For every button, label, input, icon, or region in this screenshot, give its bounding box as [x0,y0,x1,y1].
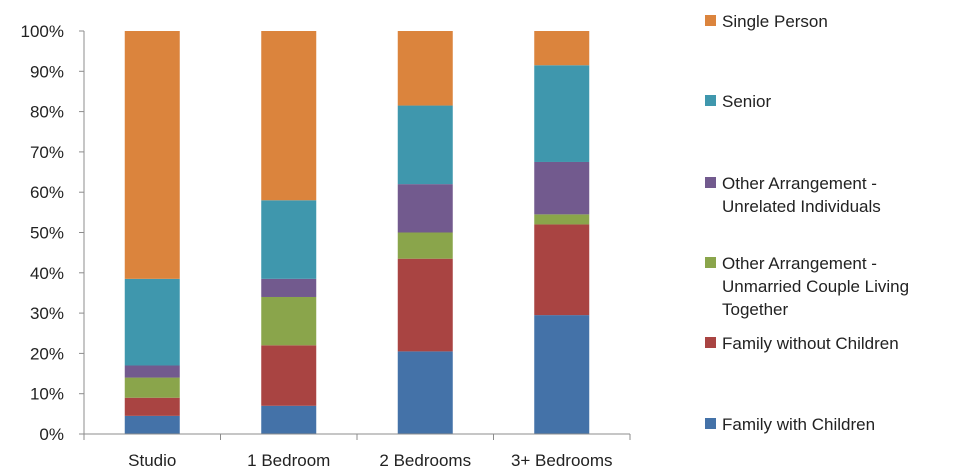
bar-segment-family-without-children [534,224,590,316]
bar-segment-single-person [397,31,453,106]
legend-swatch [705,15,716,26]
bar-segment-other-arrangement-unrelated-individuals [261,278,317,297]
bar-segment-family-without-children [397,258,453,352]
y-tick-label: 40% [30,264,64,283]
stacked-bar-chart: 0% 10% 20% 30% 40% 50% 60% 70% 80% 90% 100% Studio… [21,22,631,470]
legend-label-line: Unrelated Individuals [722,197,881,216]
bar-segment-senior [397,105,453,185]
legend-swatch [705,257,716,268]
x-axis-category-labels: Studio 1 Bedroom 2 Bedrooms 3+ Bedrooms [128,451,612,470]
bar-segment-family-with-children [124,415,180,434]
chart-legend: Single Person Senior Other Arrangement - Un… [705,0,964,475]
axes [79,30,631,440]
y-tick-label: 0% [39,425,64,444]
bar-segment-other-arrangement-unrelated-individuals [534,161,590,215]
legend-label-line: Single Person [722,12,828,31]
legend-label: Other Arrangement - Unrelated Individuals [722,172,881,218]
legend-label: Family with Children [722,413,875,436]
legend-swatch [705,337,716,348]
legend-label: Single Person [722,10,828,33]
legend-item: Family without Children [705,332,899,355]
legend-item: Other Arrangement - Unmarried Couple Livi… [705,252,909,321]
bar-segment-senior [124,278,180,366]
bar-segment-family-without-children [124,397,180,416]
y-tick-label: 50% [30,224,64,243]
y-tick-label: 90% [30,62,64,81]
bar-segment-senior [261,200,317,279]
legend-item: Single Person [705,10,828,33]
legend-label-line: Family without Children [722,334,899,353]
legend-label-line: Other Arrangement - [722,174,877,193]
y-axis-tick-labels: 0% 10% 20% 30% 40% 50% 60% 70% 80% 90% 100% [21,22,64,444]
legend-swatch [705,418,716,429]
bar-segment-family-with-children [534,315,590,434]
y-tick-label: 20% [30,344,64,363]
bar-segment-other-arrangement-unrelated-individuals [397,184,453,233]
x-category-label: 3+ Bedrooms [511,451,613,470]
bar-segment-other-arrangement-unmarried-couple-living-together [261,296,317,346]
x-category-label: 2 Bedrooms [379,451,471,470]
bar-segment-other-arrangement-unmarried-couple-living-together [124,377,180,398]
legend-swatch [705,95,716,106]
legend-item: Other Arrangement - Unrelated Individuals [705,172,881,218]
legend-item: Senior [705,90,771,113]
x-category-label: 1 Bedroom [247,451,330,470]
bar-segment-family-with-children [397,351,453,434]
legend-label-line: Unmarried Couple Living [722,277,910,296]
y-tick-label: 80% [30,103,64,122]
legend-label: Senior [722,90,771,113]
legend-label: Family without Children [722,332,899,355]
legend-label-line: Together [722,300,789,319]
y-tick-label: 60% [30,183,64,202]
bar-segment-single-person [261,31,317,201]
y-tick-label: 70% [30,143,64,162]
x-category-label: Studio [128,451,176,470]
legend-label: Other Arrangement - Unmarried Couple Livi… [722,252,909,321]
bar-segment-single-person [534,31,590,66]
legend-label-line: Senior [722,92,772,111]
legend-label-line: Other Arrangement - [722,254,877,273]
bar-segment-single-person [124,31,180,279]
bar-segment-family-without-children [261,345,317,406]
y-tick-label: 100% [21,22,64,41]
legend-item: Family with Children [705,413,875,436]
y-tick-label: 30% [30,304,64,323]
bar-segment-other-arrangement-unmarried-couple-living-together [397,232,453,259]
bar-segment-senior [534,65,590,162]
bar-segment-family-with-children [261,405,317,434]
bar-segment-other-arrangement-unrelated-individuals [124,365,180,378]
bar-plot-area [124,31,590,434]
legend-label-line: Family with Children [722,415,876,434]
legend-swatch [705,177,716,188]
y-tick-label: 10% [30,385,64,404]
bar-segment-other-arrangement-unmarried-couple-living-together [534,214,590,225]
